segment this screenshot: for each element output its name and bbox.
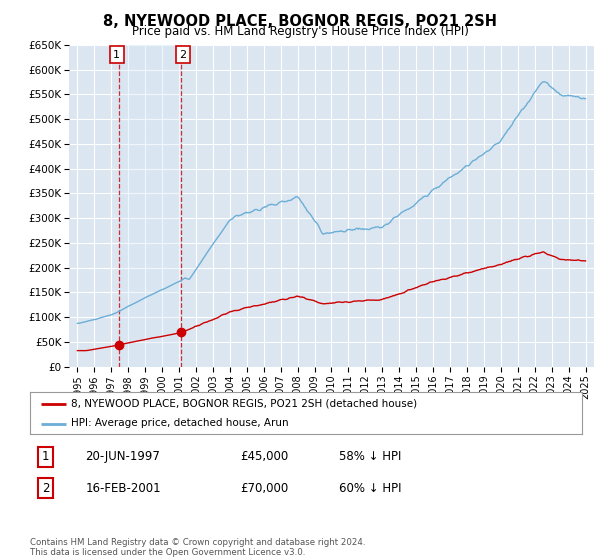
Text: Price paid vs. HM Land Registry's House Price Index (HPI): Price paid vs. HM Land Registry's House … xyxy=(131,25,469,38)
Text: 2: 2 xyxy=(179,50,187,60)
Text: £45,000: £45,000 xyxy=(240,450,288,463)
Text: 1: 1 xyxy=(42,450,49,463)
Text: £70,000: £70,000 xyxy=(240,482,288,494)
Text: 8, NYEWOOD PLACE, BOGNOR REGIS, PO21 2SH: 8, NYEWOOD PLACE, BOGNOR REGIS, PO21 2SH xyxy=(103,14,497,29)
Text: 16-FEB-2001: 16-FEB-2001 xyxy=(85,482,161,494)
Text: 8, NYEWOOD PLACE, BOGNOR REGIS, PO21 2SH (detached house): 8, NYEWOOD PLACE, BOGNOR REGIS, PO21 2SH… xyxy=(71,399,418,409)
Text: HPI: Average price, detached house, Arun: HPI: Average price, detached house, Arun xyxy=(71,418,289,428)
Text: 60% ↓ HPI: 60% ↓ HPI xyxy=(339,482,401,494)
Bar xyxy=(119,45,181,367)
Text: 1: 1 xyxy=(113,50,120,60)
Text: 20-JUN-1997: 20-JUN-1997 xyxy=(85,450,160,463)
Text: 58% ↓ HPI: 58% ↓ HPI xyxy=(339,450,401,463)
Text: 2: 2 xyxy=(42,482,49,494)
Text: Contains HM Land Registry data © Crown copyright and database right 2024.
This d: Contains HM Land Registry data © Crown c… xyxy=(30,538,365,557)
